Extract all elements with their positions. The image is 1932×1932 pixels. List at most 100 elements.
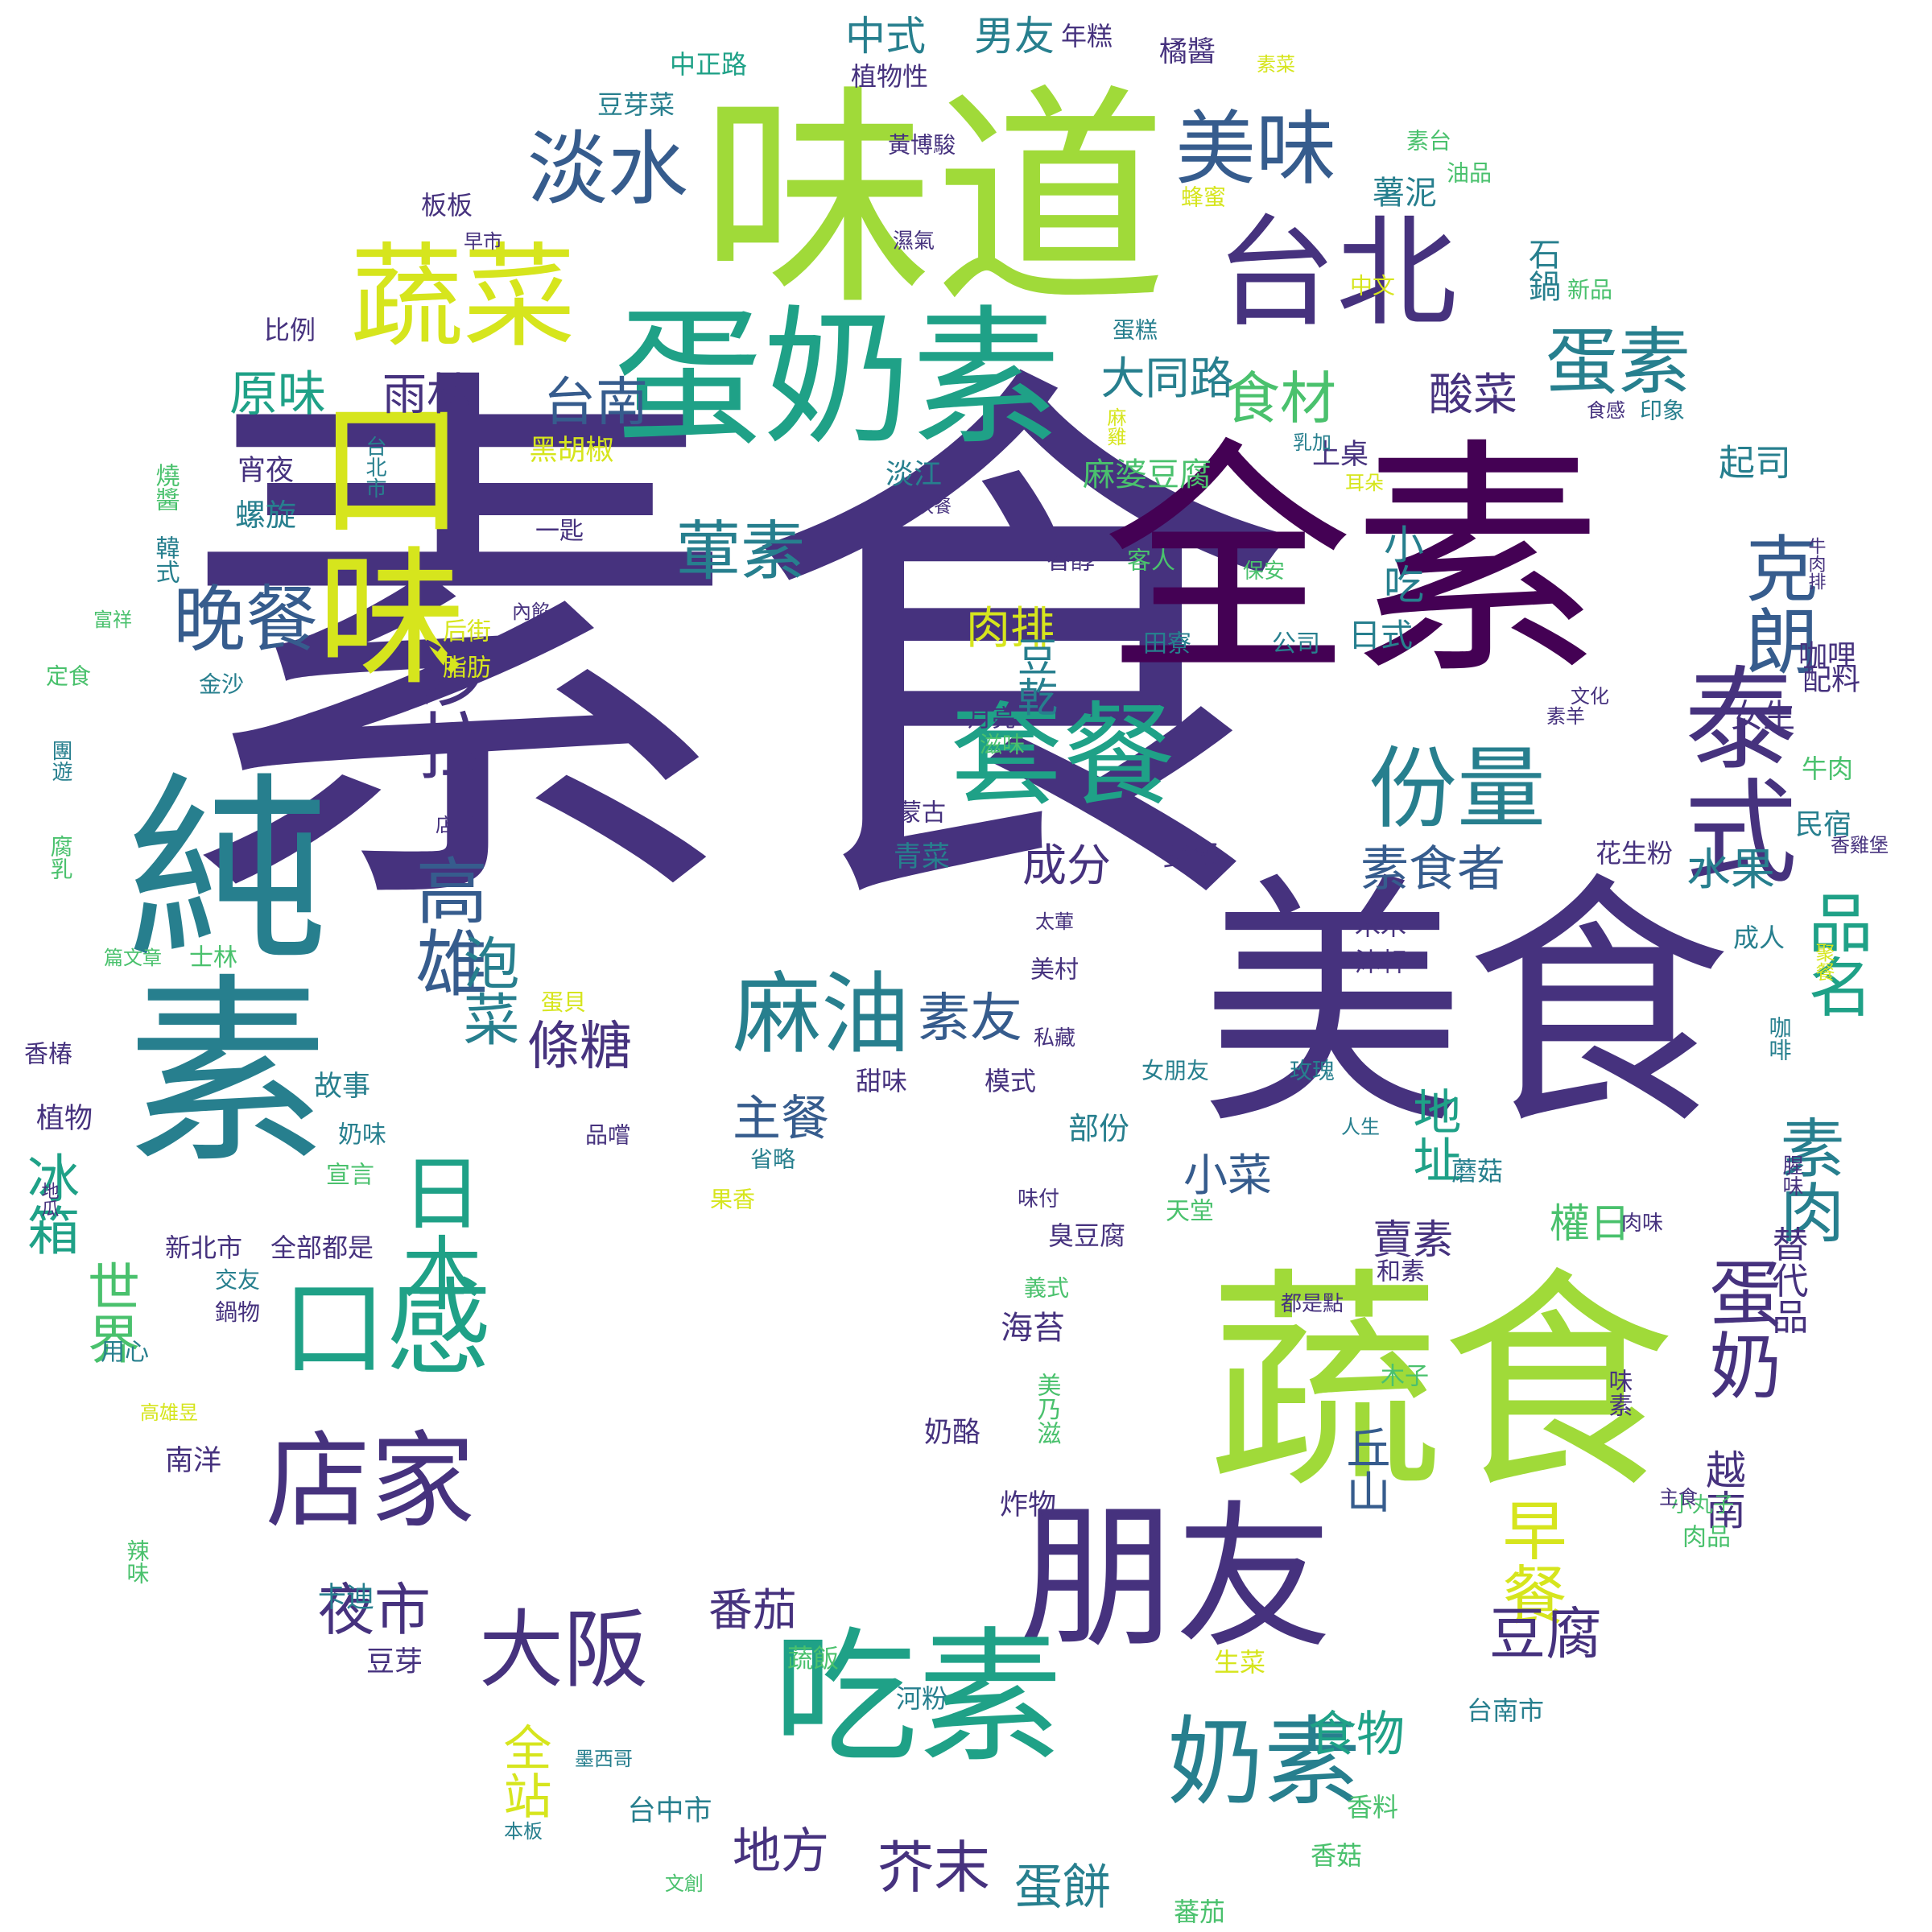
cloud-word: 美味 [1175, 102, 1336, 196]
cloud-word: 豆腐 [1489, 1601, 1602, 1667]
cloud-word: 公司 [1272, 630, 1320, 658]
cloud-word: 中文 [1350, 273, 1395, 299]
cloud-word: 味素 [1604, 1368, 1633, 1417]
cloud-word: 植物性 [851, 61, 928, 92]
cloud-word: 蔬飯 [787, 1643, 839, 1674]
cloud-word: 品嚐 [585, 1122, 630, 1149]
cloud-word: 蘑菇 [1451, 1156, 1503, 1187]
cloud-word: 香椿 [24, 1041, 72, 1069]
cloud-word: 甜味 [856, 1066, 907, 1096]
cloud-word: 番茄 [708, 1584, 797, 1636]
cloud-word: 套餐 [950, 691, 1175, 823]
cloud-word: 蛋素 [1546, 320, 1690, 405]
cloud-word: 快餐 [916, 497, 952, 518]
cloud-word: 小丸子 [1671, 1493, 1734, 1517]
cloud-word: 素菜 [1257, 53, 1295, 76]
cloud-word: 豆芽 [366, 1646, 423, 1678]
cloud-word: 丘山 [1339, 1425, 1390, 1513]
cloud-word: 蔬菜 [350, 233, 576, 364]
cloud-word: 篇文章 [104, 947, 162, 969]
cloud-word: 奶酪 [924, 1417, 980, 1449]
cloud-word: 宵夜 [237, 455, 294, 487]
cloud-word: 素肉 [1770, 1115, 1845, 1244]
cloud-word: 葷素 [676, 514, 805, 589]
cloud-word: 蛋餅 [1014, 1860, 1111, 1916]
cloud-word: 宣言 [326, 1162, 374, 1190]
cloud-word: 小菜 [1183, 1150, 1272, 1201]
cloud-word: 味付 [1018, 1187, 1059, 1212]
cloud-word: 口感 [282, 1267, 491, 1389]
cloud-word: 素食 [177, 324, 1304, 980]
cloud-word: 全部都是 [270, 1232, 374, 1263]
cloud-word: 蕃茄 [1174, 1897, 1225, 1927]
cloud-word: 替代品 [1766, 1226, 1809, 1335]
cloud-word: 花生粉 [1596, 838, 1673, 869]
cloud-word: 私藏 [1034, 1026, 1075, 1051]
cloud-word: 地方 [733, 1823, 829, 1880]
cloud-word: 黃博駿 [888, 132, 956, 159]
cloud-word: 淡水 [527, 122, 688, 217]
cloud-word: 全素 [1103, 419, 1602, 709]
cloud-word: 新品 [1567, 277, 1612, 303]
cloud-word: 植物 [36, 1103, 93, 1135]
cloud-word: 中正路 [670, 49, 747, 80]
cloud-word: 交友 [215, 1267, 260, 1294]
cloud-word: 主食 [1659, 1486, 1698, 1509]
cloud-word: 咖啡 [1766, 1016, 1793, 1061]
cloud-word: 一匙 [535, 518, 584, 546]
cloud-word: 日本 [388, 1151, 482, 1312]
cloud-word: 女朋友 [1141, 1058, 1209, 1084]
cloud-word: 內餡 [512, 601, 551, 623]
cloud-word: 田寮 [1143, 630, 1191, 658]
cloud-word: 南洋 [165, 1445, 221, 1477]
cloud-word: 年糕 [1061, 21, 1113, 52]
cloud-word: 美乃滋 [1033, 1373, 1062, 1445]
cloud-word: 辣味 [124, 1539, 151, 1584]
cloud-word: 蛋糕 [1113, 317, 1158, 344]
cloud-word: 水果 [1686, 844, 1775, 895]
cloud-word: 牛肉 [1802, 753, 1853, 784]
cloud-word: 臭豆腐 [1048, 1220, 1125, 1251]
cloud-word: 地瓜 [39, 1182, 60, 1217]
cloud-word: 香菇 [1311, 1840, 1362, 1871]
cloud-word: 豆芽菜 [597, 89, 675, 120]
cloud-word: 蛋奶 [1697, 1256, 1781, 1401]
cloud-word: 牛肉排 [1806, 537, 1827, 590]
cloud-word: 保安 [1243, 559, 1285, 584]
cloud-word: 石鍋 [1523, 237, 1561, 302]
cloud-word: 小吃 [1377, 523, 1424, 604]
cloud-word: 肉品 [1682, 1524, 1731, 1552]
cloud-word: 淡江 [886, 459, 942, 491]
cloud-word: 克朗 [1733, 531, 1818, 676]
cloud-word: 月亮 [968, 705, 1016, 733]
cloud-word: 金沙 [199, 671, 244, 698]
cloud-word: 油品 [1447, 160, 1492, 187]
cloud-word: 世界 [79, 1260, 139, 1364]
cloud-word: 大阪 [479, 1601, 648, 1699]
cloud-word: 沙拉 [405, 636, 489, 781]
cloud-word: 滋味 [980, 732, 1025, 758]
cloud-word: 濕氣 [893, 229, 935, 254]
cloud-word: 泡菜 [454, 934, 520, 1046]
cloud-word: 味道 [700, 66, 1167, 337]
cloud-word: 果香 [710, 1187, 755, 1213]
cloud-word: 店家 [266, 1420, 475, 1542]
cloud-word: 豆乾 [1011, 636, 1058, 716]
cloud-word: 文創 [665, 1872, 704, 1895]
cloud-word: 耳朵 [1345, 472, 1384, 494]
cloud-word: 咖哩 [1798, 640, 1856, 673]
cloud-word: 故事 [314, 1071, 370, 1103]
cloud-word: 脂肪 [443, 654, 491, 683]
cloud-word: 美食 [1199, 852, 1731, 1161]
cloud-word: 中式 [845, 13, 926, 60]
cloud-word: 文化 [1571, 685, 1609, 708]
cloud-word: 韓式 [151, 535, 180, 584]
cloud-word: 泰式 [1666, 660, 1797, 886]
cloud-word: 蔬食 [1208, 1249, 1674, 1521]
cloud-word: 食材 [1224, 365, 1336, 431]
cloud-word: 乳加 [1293, 431, 1331, 454]
cloud-word: 店面 [436, 814, 474, 836]
cloud-word: 早市 [464, 230, 502, 253]
cloud-word: 香醇 [1046, 547, 1095, 576]
